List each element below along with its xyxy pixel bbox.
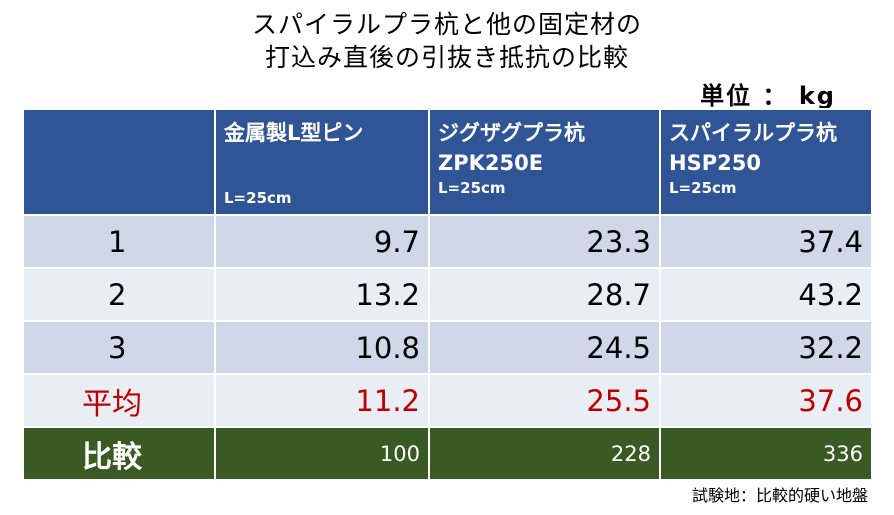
header-corner-cell — [22, 108, 216, 216]
comparison-table: 金属製L型ピン L=25cm ジグザグプラ杭 ZPK250E L=25cm スパ… — [22, 108, 873, 481]
comparison-row: 比較 100 228 336 — [22, 426, 873, 481]
header-row: 金属製L型ピン L=25cm ジグザグプラ杭 ZPK250E L=25cm スパ… — [22, 108, 873, 216]
table-cell: 32.2 — [659, 320, 873, 375]
table-row: 2 13.2 28.7 43.2 — [22, 267, 873, 322]
header-col-zigzag-stake: ジグザグプラ杭 ZPK250E L=25cm — [428, 108, 661, 216]
average-label: 平均 — [22, 373, 216, 428]
row-label: 1 — [22, 214, 216, 269]
average-cell: 37.6 — [659, 373, 873, 428]
header-col-spiral-stake: スパイラルプラ杭 HSP250 L=25cm — [659, 108, 873, 216]
table-row: 1 9.7 23.3 37.4 — [22, 214, 873, 269]
header-name: スパイラルプラ杭 — [669, 121, 837, 145]
unit-label: 単位 ： kg — [700, 82, 836, 110]
table-cell: 24.5 — [428, 320, 661, 375]
table-cell: 28.7 — [428, 267, 661, 322]
title-line-2: 打込み直後の引抜き抵抗の比較 — [264, 43, 629, 72]
table-cell: 10.8 — [214, 320, 430, 375]
average-row: 平均 11.2 25.5 37.6 — [22, 373, 873, 428]
row-label: 3 — [22, 320, 216, 375]
header-name: 金属製L型ピン — [224, 121, 364, 145]
table-cell: 9.7 — [214, 214, 430, 269]
test-site-note: 試験地：比較的硬い地盤 — [691, 486, 868, 505]
average-cell: 25.5 — [428, 373, 661, 428]
table-cell: 43.2 — [659, 267, 873, 322]
header-length: L=25cm — [669, 179, 737, 197]
comparison-cell: 228 — [428, 426, 661, 481]
average-cell: 11.2 — [214, 373, 430, 428]
table-cell: 37.4 — [659, 214, 873, 269]
header-model: HSP250 — [669, 151, 761, 175]
row-label: 2 — [22, 267, 216, 322]
title-line-1: スパイラルプラ杭と他の固定材の — [251, 10, 642, 39]
page-title: スパイラルプラ杭と他の固定材の 打込み直後の引抜き抵抗の比較 — [0, 8, 894, 74]
header-col-metal-pin: 金属製L型ピン L=25cm — [214, 108, 430, 216]
comparison-cell: 336 — [659, 426, 873, 481]
comparison-cell: 100 — [214, 426, 430, 481]
header-length: L=25cm — [438, 179, 506, 197]
table-cell: 13.2 — [214, 267, 430, 322]
comparison-label: 比較 — [22, 426, 216, 481]
table-cell: 23.3 — [428, 214, 661, 269]
header-name: ジグザグプラ杭 — [438, 121, 585, 145]
header-length: L=25cm — [224, 189, 292, 207]
header-model: ZPK250E — [438, 151, 544, 175]
table-row: 3 10.8 24.5 32.2 — [22, 320, 873, 375]
